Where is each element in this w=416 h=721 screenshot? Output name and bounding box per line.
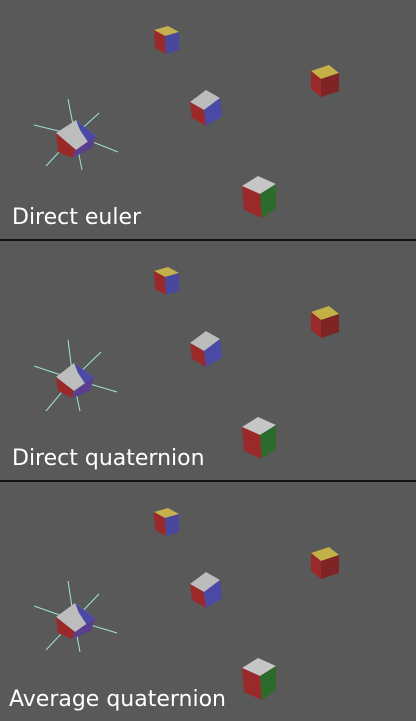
scene-canvas	[33, 508, 339, 700]
scene-canvas	[33, 267, 339, 459]
cube	[311, 547, 339, 579]
animated-cube-with-rays	[33, 98, 119, 171]
cube	[242, 176, 276, 218]
animated-cube-with-rays	[33, 580, 118, 653]
cube	[190, 331, 222, 367]
panel-caption: Direct quaternion	[12, 446, 205, 471]
animated-cube-with-rays	[33, 339, 118, 412]
viewport-direct-quaternion[interactable]: Direct quaternion	[0, 241, 416, 480]
cube	[154, 267, 179, 295]
cube	[242, 417, 276, 459]
cube	[242, 658, 276, 700]
panel-divider	[0, 480, 416, 482]
cube	[190, 572, 222, 608]
cube	[311, 65, 339, 97]
panel-divider	[0, 239, 416, 241]
cube	[154, 508, 179, 536]
viewport-average-quaternion[interactable]: Average quaternion	[0, 482, 416, 721]
cube	[311, 306, 339, 338]
panel-caption: Average quaternion	[9, 687, 227, 712]
cube	[190, 90, 222, 126]
scene-canvas	[33, 26, 339, 218]
viewport-direct-euler[interactable]: Direct euler	[0, 0, 416, 239]
panel-caption: Direct euler	[12, 205, 142, 230]
cube	[154, 26, 179, 54]
